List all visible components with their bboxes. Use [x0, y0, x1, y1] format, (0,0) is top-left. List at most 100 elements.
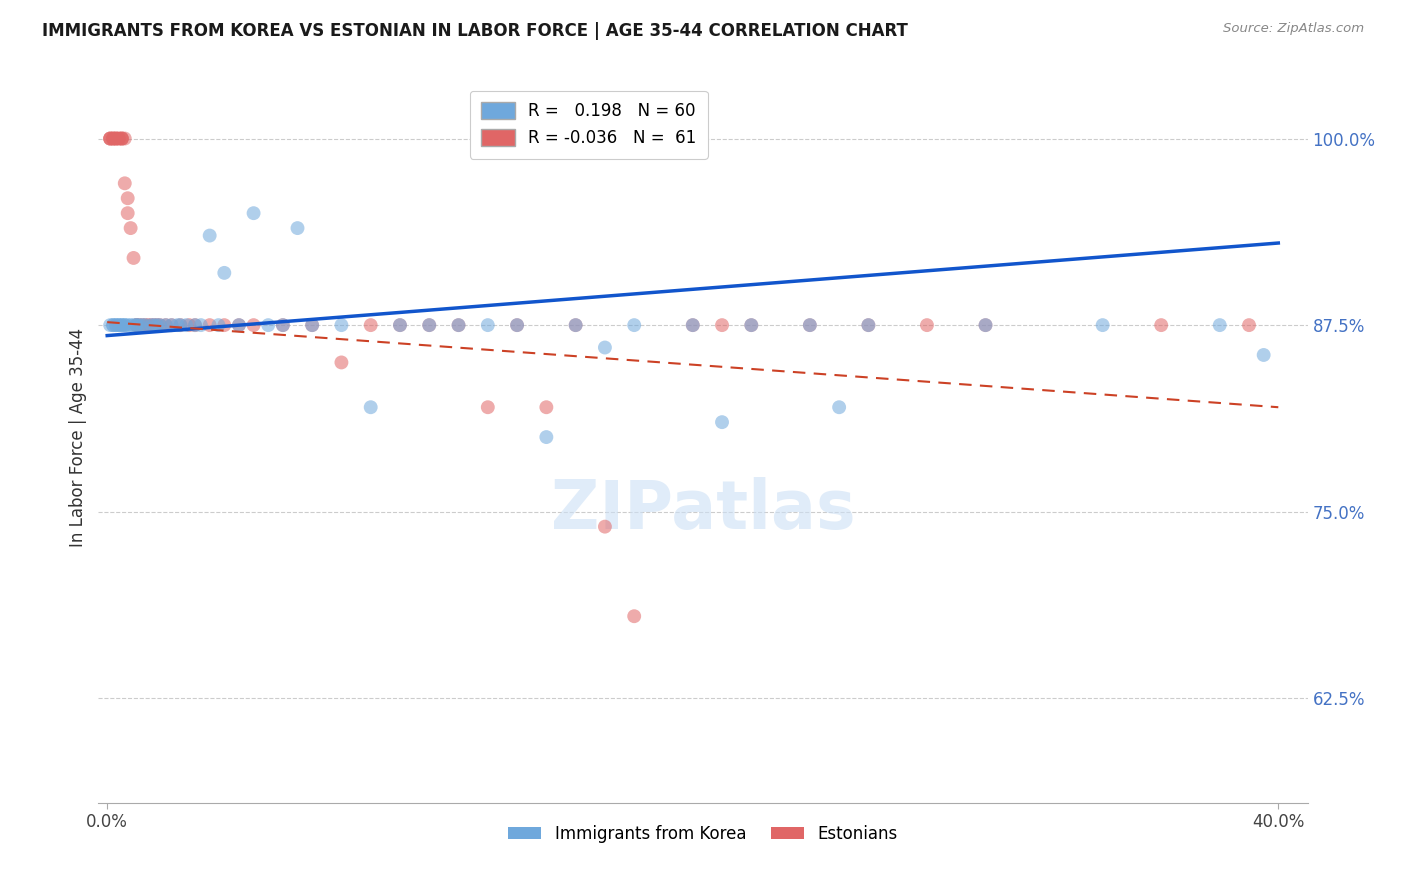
Point — [388, 318, 411, 332]
Point — [418, 318, 440, 332]
Point — [98, 131, 121, 145]
Point — [134, 318, 156, 332]
Point — [214, 266, 236, 280]
Point — [101, 318, 124, 332]
Point — [179, 318, 201, 332]
Point — [98, 131, 121, 145]
Point — [301, 318, 323, 332]
Point — [117, 191, 139, 205]
Point — [136, 318, 159, 332]
Point — [360, 318, 382, 332]
Point — [799, 318, 821, 332]
Point — [242, 206, 264, 220]
Point — [149, 318, 172, 332]
Point — [623, 318, 645, 332]
Point — [477, 318, 499, 332]
Point — [125, 318, 148, 332]
Point — [114, 318, 136, 332]
Point — [117, 206, 139, 220]
Point — [828, 401, 851, 415]
Point — [477, 401, 499, 415]
Point — [128, 318, 150, 332]
Point — [111, 318, 134, 332]
Point — [242, 318, 264, 332]
Point — [155, 318, 177, 332]
Point — [98, 318, 121, 332]
Point — [1150, 318, 1173, 332]
Point — [564, 318, 586, 332]
Point — [111, 318, 134, 332]
Point — [143, 318, 166, 332]
Point — [120, 221, 142, 235]
Point — [104, 318, 127, 332]
Point — [1091, 318, 1114, 332]
Point — [166, 318, 188, 332]
Point — [139, 318, 162, 332]
Point — [101, 131, 124, 145]
Point — [101, 318, 124, 332]
Point — [974, 318, 997, 332]
Point — [114, 131, 136, 145]
Point — [682, 318, 704, 332]
Point — [108, 318, 131, 332]
Point — [108, 131, 131, 145]
Point — [122, 318, 145, 332]
Point — [257, 318, 280, 332]
Point — [1237, 318, 1260, 332]
Point — [301, 318, 323, 332]
Point — [160, 318, 183, 332]
Point — [271, 318, 294, 332]
Point — [536, 401, 558, 415]
Point — [104, 131, 127, 145]
Point — [214, 318, 236, 332]
Point — [104, 131, 127, 145]
Point — [1253, 348, 1275, 362]
Point — [184, 318, 207, 332]
Point — [169, 318, 191, 332]
Point — [506, 318, 529, 332]
Point — [184, 318, 207, 332]
Point — [447, 318, 470, 332]
Point — [134, 318, 156, 332]
Point — [506, 318, 529, 332]
Point — [447, 318, 470, 332]
Point — [974, 318, 997, 332]
Point — [388, 318, 411, 332]
Point — [174, 318, 197, 332]
Point — [111, 131, 134, 145]
Point — [858, 318, 880, 332]
Point — [190, 318, 212, 332]
Text: IMMIGRANTS FROM KOREA VS ESTONIAN IN LABOR FORCE | AGE 35-44 CORRELATION CHART: IMMIGRANTS FROM KOREA VS ESTONIAN IN LAB… — [42, 22, 908, 40]
Point — [207, 318, 229, 332]
Point — [101, 131, 124, 145]
Point — [287, 221, 309, 235]
Point — [198, 228, 221, 243]
Point — [101, 131, 124, 145]
Point — [125, 318, 148, 332]
Point — [155, 318, 177, 332]
Point — [593, 519, 616, 533]
Point — [111, 131, 134, 145]
Point — [146, 318, 169, 332]
Point — [330, 355, 353, 369]
Point — [682, 318, 704, 332]
Point — [858, 318, 880, 332]
Point — [108, 318, 131, 332]
Point — [108, 131, 131, 145]
Point — [111, 131, 134, 145]
Point — [131, 318, 153, 332]
Point — [143, 318, 166, 332]
Text: ZIPatlas: ZIPatlas — [551, 477, 855, 543]
Point — [131, 318, 153, 332]
Point — [228, 318, 250, 332]
Point — [536, 430, 558, 444]
Point — [114, 318, 136, 332]
Point — [915, 318, 938, 332]
Point — [418, 318, 440, 332]
Point — [160, 318, 183, 332]
Point — [799, 318, 821, 332]
Point — [564, 318, 586, 332]
Point — [711, 318, 734, 332]
Point — [330, 318, 353, 332]
Y-axis label: In Labor Force | Age 35-44: In Labor Force | Age 35-44 — [69, 327, 87, 547]
